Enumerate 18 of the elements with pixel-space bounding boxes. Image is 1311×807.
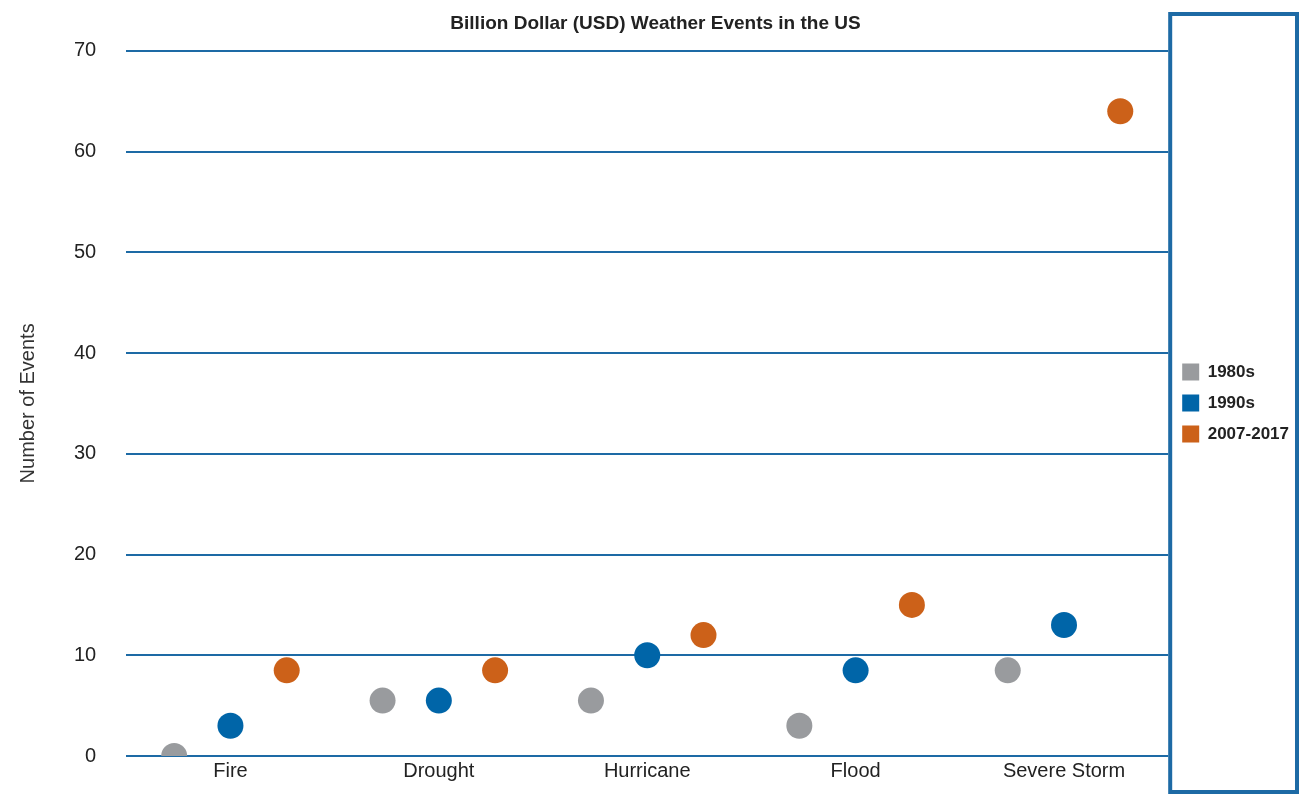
y-tick-label: 30: [74, 441, 97, 464]
x-tick-label: Flood: [830, 758, 881, 781]
y-axis-title: Number of Events: [15, 323, 38, 484]
x-tick-label: Hurricane: [603, 758, 691, 781]
y-tick-label: 20: [74, 542, 97, 565]
chart-title: Billion Dollar (USD) Weather Events in the US: [450, 11, 861, 33]
x-tick-label: Drought: [403, 758, 475, 781]
y-tick-label: 50: [74, 239, 97, 262]
x-tick-label: Severe Storm: [1002, 758, 1126, 781]
y-tick-label: 0: [85, 743, 97, 766]
y-tick-label: 70: [74, 38, 97, 61]
legend-label: 2007-2017: [1207, 423, 1290, 443]
legend-label: 1990s: [1207, 392, 1255, 412]
legend-label: 1980s: [1207, 361, 1255, 381]
y-tick-label: 10: [74, 642, 97, 665]
x-tick-label: Fire: [213, 758, 248, 781]
y-tick-label: 40: [74, 340, 97, 363]
y-tick-label: 60: [74, 139, 97, 162]
